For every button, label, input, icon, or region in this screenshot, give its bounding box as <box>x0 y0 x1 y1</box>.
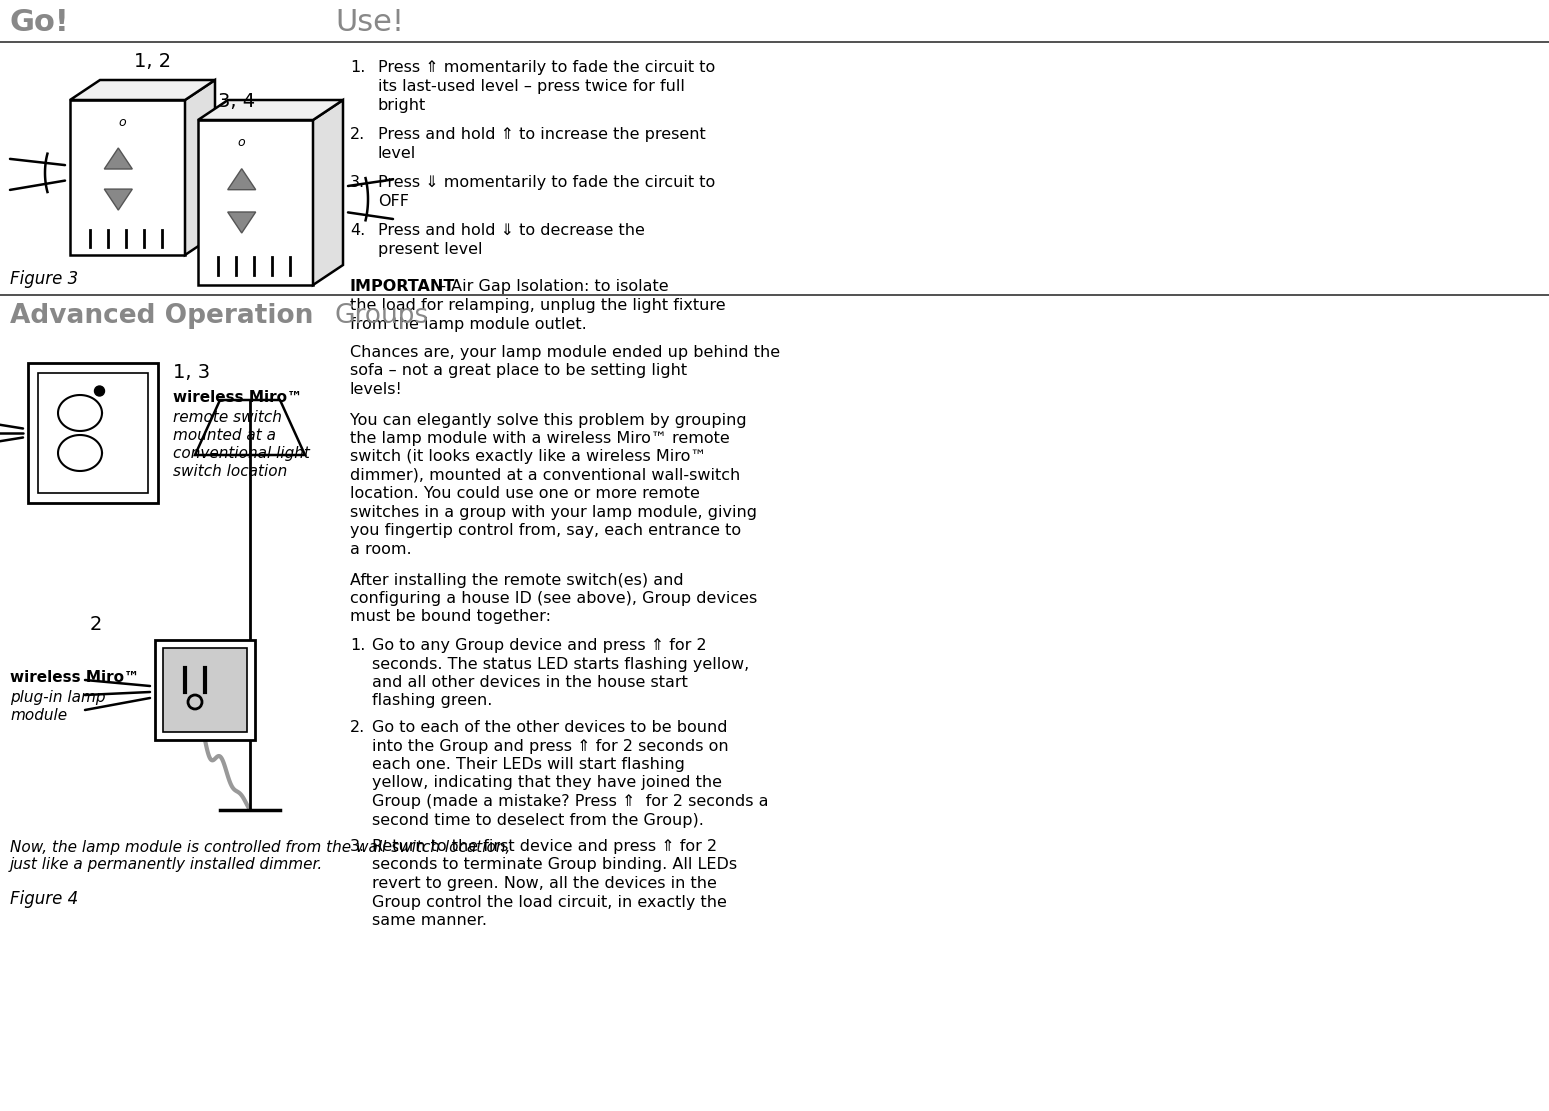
Text: remote switch: remote switch <box>173 410 282 426</box>
Text: its last-used level – press twice for full: its last-used level – press twice for fu… <box>378 79 685 94</box>
Text: 4.: 4. <box>350 223 366 238</box>
Text: IMPORTANT: IMPORTANT <box>350 279 455 294</box>
Text: Go!: Go! <box>9 8 70 37</box>
Polygon shape <box>198 120 313 286</box>
Text: 1, 2: 1, 2 <box>133 52 170 71</box>
Text: present level: present level <box>378 242 482 257</box>
Text: levels!: levels! <box>350 382 403 397</box>
Text: Press and hold ⇓ to decrease the: Press and hold ⇓ to decrease the <box>378 223 644 238</box>
Polygon shape <box>104 189 132 210</box>
Text: Use!: Use! <box>335 8 404 37</box>
Text: and all other devices in the house start: and all other devices in the house start <box>372 675 688 690</box>
FancyBboxPatch shape <box>163 648 246 732</box>
Text: Chances are, your lamp module ended up behind the: Chances are, your lamp module ended up b… <box>350 346 781 360</box>
Text: Go to any Group device and press ⇑ for 2: Go to any Group device and press ⇑ for 2 <box>372 638 706 653</box>
Text: module: module <box>9 708 67 723</box>
Text: the load for relamping, unplug the light fixture: the load for relamping, unplug the light… <box>350 298 725 313</box>
Text: switches in a group with your lamp module, giving: switches in a group with your lamp modul… <box>350 506 757 520</box>
Text: conventional light: conventional light <box>173 446 310 461</box>
Text: – Air Gap Isolation: to isolate: – Air Gap Isolation: to isolate <box>438 279 669 294</box>
Polygon shape <box>104 148 132 169</box>
Polygon shape <box>184 80 215 256</box>
Text: Groups: Groups <box>335 303 429 329</box>
Text: Go to each of the other devices to be bound: Go to each of the other devices to be bo… <box>372 720 728 735</box>
Text: wireless Miro™: wireless Miro™ <box>173 390 302 406</box>
Text: bright: bright <box>378 98 426 113</box>
Text: same manner.: same manner. <box>372 913 486 928</box>
Text: location. You could use one or more remote: location. You could use one or more remo… <box>350 487 700 501</box>
Text: OFF: OFF <box>378 194 409 209</box>
Text: 3.: 3. <box>350 839 366 854</box>
Text: second time to deselect from the Group).: second time to deselect from the Group). <box>372 812 703 828</box>
Text: 3, 4: 3, 4 <box>218 92 256 111</box>
Polygon shape <box>28 363 158 503</box>
Text: seconds. The status LED starts flashing yellow,: seconds. The status LED starts flashing … <box>372 657 750 671</box>
Text: plug-in lamp: plug-in lamp <box>9 690 105 705</box>
Text: dimmer), mounted at a conventional wall-switch: dimmer), mounted at a conventional wall-… <box>350 468 740 483</box>
Text: wireless Miro™: wireless Miro™ <box>9 670 139 685</box>
Text: 1, 3: 1, 3 <box>173 363 211 382</box>
Text: Press ⇓ momentarily to fade the circuit to: Press ⇓ momentarily to fade the circuit … <box>378 176 716 190</box>
Text: switch location: switch location <box>173 464 287 479</box>
Text: Figure 4: Figure 4 <box>9 890 79 908</box>
Text: After installing the remote switch(es) and: After installing the remote switch(es) a… <box>350 572 683 588</box>
Text: level: level <box>378 146 417 161</box>
Text: a room.: a room. <box>350 542 412 557</box>
Text: 2.: 2. <box>350 720 366 735</box>
Text: the lamp module with a wireless Miro™ remote: the lamp module with a wireless Miro™ re… <box>350 431 730 446</box>
Text: mounted at a: mounted at a <box>173 428 276 443</box>
Polygon shape <box>228 212 256 233</box>
Text: o: o <box>118 116 125 129</box>
Text: Press ⇑ momentarily to fade the circuit to: Press ⇑ momentarily to fade the circuit … <box>378 60 716 76</box>
Text: you fingertip control from, say, each entrance to: you fingertip control from, say, each en… <box>350 523 740 539</box>
Text: Return to the first device and press ⇑ for 2: Return to the first device and press ⇑ f… <box>372 839 717 854</box>
Text: must be bound together:: must be bound together: <box>350 610 551 624</box>
Text: 2.: 2. <box>350 127 366 142</box>
Text: yellow, indicating that they have joined the: yellow, indicating that they have joined… <box>372 775 722 791</box>
Polygon shape <box>70 100 184 256</box>
Text: Press and hold ⇑ to increase the present: Press and hold ⇑ to increase the present <box>378 127 706 142</box>
Text: each one. Their LEDs will start flashing: each one. Their LEDs will start flashing <box>372 757 685 772</box>
Text: configuring a house ID (see above), Group devices: configuring a house ID (see above), Grou… <box>350 591 757 605</box>
Text: switch (it looks exactly like a wireless Miro™: switch (it looks exactly like a wireless… <box>350 450 706 464</box>
Text: 1.: 1. <box>350 638 366 653</box>
Text: revert to green. Now, all the devices in the: revert to green. Now, all the devices in… <box>372 875 717 891</box>
Text: You can elegantly solve this problem by grouping: You can elegantly solve this problem by … <box>350 412 747 428</box>
Text: 2: 2 <box>90 615 102 634</box>
Polygon shape <box>155 640 256 740</box>
Text: Figure 3: Figure 3 <box>9 270 79 288</box>
Text: Now, the lamp module is controlled from the wall switch location,
just like a pe: Now, the lamp module is controlled from … <box>9 840 510 872</box>
Text: Group control the load circuit, in exactly the: Group control the load circuit, in exact… <box>372 894 726 910</box>
Polygon shape <box>228 169 256 190</box>
Text: 3.: 3. <box>350 176 366 190</box>
Text: seconds to terminate Group binding. All LEDs: seconds to terminate Group binding. All … <box>372 858 737 872</box>
Text: into the Group and press ⇑ for 2 seconds on: into the Group and press ⇑ for 2 seconds… <box>372 739 728 753</box>
Circle shape <box>94 386 104 396</box>
Text: from the lamp module outlet.: from the lamp module outlet. <box>350 317 587 332</box>
Text: 1.: 1. <box>350 60 366 76</box>
Text: o: o <box>239 136 245 149</box>
Polygon shape <box>198 100 342 120</box>
Text: flashing green.: flashing green. <box>372 693 493 709</box>
Text: Group (made a mistake? Press ⇑  for 2 seconds a: Group (made a mistake? Press ⇑ for 2 sec… <box>372 794 768 809</box>
Polygon shape <box>70 80 215 100</box>
Polygon shape <box>313 100 342 286</box>
Text: Advanced Operation: Advanced Operation <box>9 303 313 329</box>
Text: sofa – not a great place to be setting light: sofa – not a great place to be setting l… <box>350 363 688 379</box>
